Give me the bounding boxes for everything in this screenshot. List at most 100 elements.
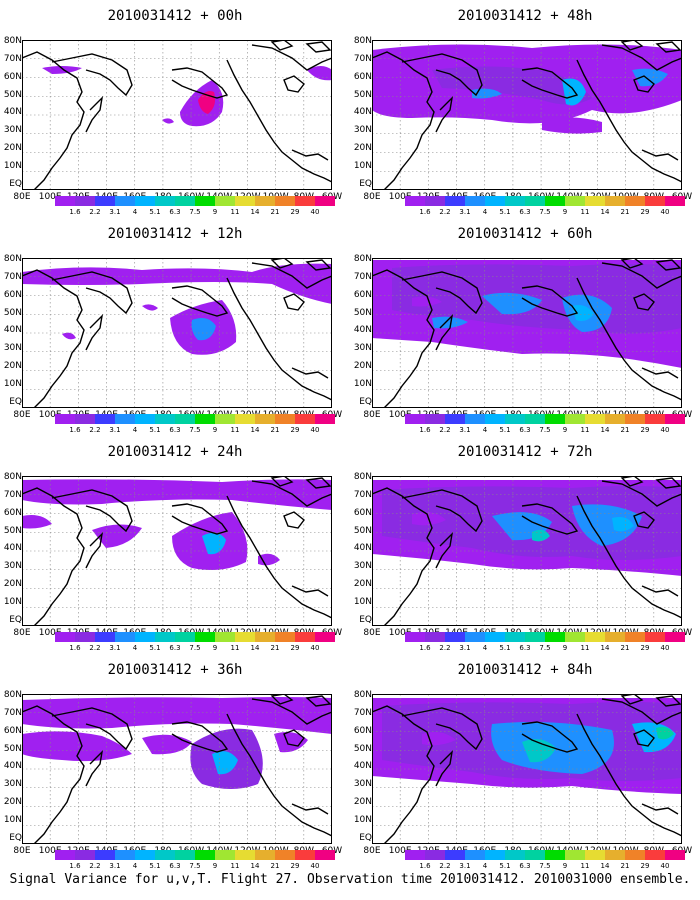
colorbar-label: 6.3 xyxy=(169,208,181,216)
coastline xyxy=(171,503,229,535)
colorbar-swatch xyxy=(155,850,175,860)
colorbar-label: 6.3 xyxy=(169,862,181,870)
panel-title: 2010031412 + 72h xyxy=(457,444,593,460)
latitude-axis: 80N 70N 60N 50N 40N 30N 20N 10N EQ xyxy=(350,255,372,408)
colorbar-label: 14 xyxy=(600,644,610,652)
latitude-label: 10N xyxy=(3,597,22,607)
colorbar-label: 1.6 xyxy=(69,426,81,434)
colorbar-label: 21 xyxy=(620,208,630,216)
colorbar-label: 3.1 xyxy=(109,426,121,434)
colorbar-label: 6.3 xyxy=(519,862,531,870)
colorbar-swatch xyxy=(255,632,275,642)
colorbar-swatch xyxy=(465,414,485,424)
map-panel: 2010031412 + 36h 80N 70N 60N 50N 40N 30N 20N 10N… xyxy=(0,654,350,879)
longitude-label: 100E xyxy=(388,846,412,856)
map-plot xyxy=(372,694,682,844)
longitude-label: 100E xyxy=(388,192,412,202)
map-plot xyxy=(372,40,682,190)
map-panel: 2010031412 + 72h 80N 70N 60N 50N 40N 30N 20N 10N… xyxy=(350,436,700,661)
colorbar-swatch xyxy=(605,632,625,642)
colorbar-label: 29 xyxy=(290,644,300,652)
latitude-label: 50N xyxy=(353,89,372,100)
coastline xyxy=(435,531,454,569)
colorbar-swatch xyxy=(545,850,565,860)
colorbar-swatch xyxy=(275,414,295,424)
coastline xyxy=(521,503,579,535)
coastline xyxy=(51,489,133,533)
colorbar-swatch xyxy=(505,632,525,642)
colorbar-labels: 1.6 2.2 3.1 4 5.1 6.3 7.5 9 11 14 21 29 40 xyxy=(55,644,335,654)
colorbar-label: 29 xyxy=(640,644,650,652)
coastline xyxy=(85,95,104,133)
colorbar-swatch xyxy=(665,414,685,424)
latitude-label: 60N xyxy=(3,507,22,518)
colorbar-swatch xyxy=(525,632,545,642)
latitude-label: EQ xyxy=(359,396,372,407)
colorbar-label: 1.6 xyxy=(69,208,81,216)
variance-contour xyxy=(522,739,556,763)
variance-contour xyxy=(572,504,642,546)
coastline xyxy=(655,259,682,271)
colorbar-label: 4 xyxy=(132,208,138,216)
colorbar-swatch xyxy=(255,196,275,206)
coastline xyxy=(655,477,682,489)
colorbar-swatch xyxy=(175,196,195,206)
colorbar-swatch xyxy=(295,850,315,860)
colorbar-label: 2.2 xyxy=(439,862,451,870)
coastline xyxy=(226,277,332,401)
colorbar-swatch xyxy=(155,632,175,642)
longitude-label: 100E xyxy=(38,846,62,856)
latitude-label: 20N xyxy=(353,143,372,154)
latitude-label: 40N xyxy=(3,761,22,772)
map-plot xyxy=(22,40,332,190)
colorbar-swatch xyxy=(585,850,605,860)
colorbar-label: 21 xyxy=(270,208,280,216)
latitude-label: 40N xyxy=(353,543,372,554)
colorbar-label: 14 xyxy=(250,862,260,870)
map-plot xyxy=(372,476,682,626)
latitude-label: 50N xyxy=(353,307,372,318)
colorbar-label: 40 xyxy=(310,644,320,652)
longitude-label: 80E xyxy=(363,192,381,202)
coastline xyxy=(283,293,305,311)
coastline xyxy=(576,59,682,183)
coastline xyxy=(251,480,332,507)
variance-contour xyxy=(22,731,132,762)
colorbar-swatch xyxy=(405,414,425,424)
colorbar-label: 5.1 xyxy=(499,862,511,870)
latitude-label: 80N xyxy=(3,472,22,482)
variance-contour xyxy=(142,734,192,755)
latitude-axis: 80N 70N 60N 50N 40N 30N 20N 10N EQ xyxy=(0,472,22,626)
colorbar-labels: 1.6 2.2 3.1 4 5.1 6.3 7.5 9 11 14 21 29 40 xyxy=(55,426,335,436)
colorbar-swatch xyxy=(75,196,95,206)
latitude-label: 30N xyxy=(353,343,372,354)
colorbar-swatch xyxy=(585,632,605,642)
colorbar-swatch xyxy=(115,196,135,206)
colorbar-label: 3.1 xyxy=(459,426,471,434)
colorbar-label: 7.5 xyxy=(189,644,201,652)
variance-contour xyxy=(162,118,174,124)
latitude-label: EQ xyxy=(359,178,372,189)
colorbar-swatch xyxy=(525,196,545,206)
colorbar xyxy=(405,414,685,426)
latitude-label: EQ xyxy=(9,178,22,189)
colorbar-label: 4 xyxy=(132,644,138,652)
colorbar-swatch xyxy=(235,850,255,860)
figure-caption: Signal Variance for u,v,T. Flight 27. Ob… xyxy=(9,872,691,887)
latitude-label: 40N xyxy=(353,761,372,772)
colorbar-label: 1.6 xyxy=(69,644,81,652)
colorbar-swatch xyxy=(645,196,665,206)
colorbar-swatch xyxy=(95,414,115,424)
colorbar-label: 11 xyxy=(580,862,590,870)
latitude-label: 40N xyxy=(353,107,372,118)
colorbar-swatch xyxy=(215,196,235,206)
colorbar-label: 5.1 xyxy=(149,208,161,216)
variance-contour xyxy=(22,697,332,734)
colorbar-swatch xyxy=(505,414,525,424)
colorbar-label: 1.6 xyxy=(419,208,431,216)
latitude-label: 30N xyxy=(353,779,372,790)
coastline xyxy=(601,698,682,725)
longitude-label: 100E xyxy=(38,628,62,638)
latitude-label: 10N xyxy=(353,161,372,171)
colorbar-swatch xyxy=(425,196,445,206)
